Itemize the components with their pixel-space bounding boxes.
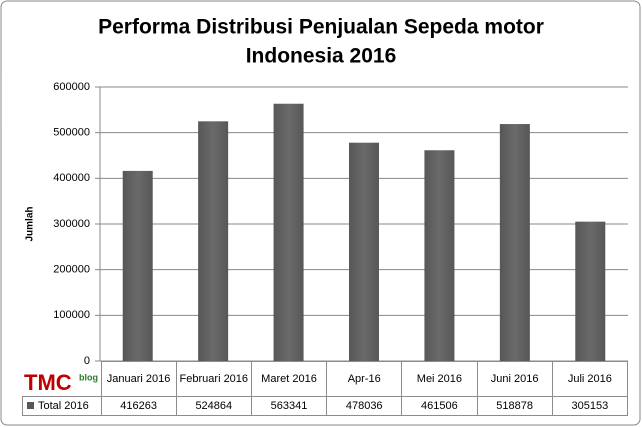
table-value-row: Total 2016 416263 524864 563341 478036 461506…: [22, 396, 629, 416]
bar: [349, 142, 379, 361]
bar: [424, 150, 455, 361]
table-header-row: Januari 2016 Februari 2016 Maret 2016 Apr-1…: [22, 361, 629, 397]
value-label: 305153: [551, 396, 629, 416]
bar: [198, 121, 229, 361]
bar: [273, 103, 304, 362]
value-label: 524864: [175, 396, 252, 416]
y-tick-label: 500000: [53, 127, 90, 139]
y-tick-label: 600000: [53, 81, 90, 93]
x-tick-label: Januari 2016: [100, 361, 177, 397]
bar: [499, 124, 530, 361]
y-tick-label: 400000: [53, 172, 90, 184]
x-tick-label: Februari 2016: [175, 361, 252, 397]
value-label: 416263: [100, 396, 177, 416]
legend-entry: Total 2016: [22, 396, 102, 416]
value-label: 461506: [401, 396, 478, 416]
value-label: 518878: [476, 396, 553, 416]
y-tick-label: 100000: [53, 309, 90, 321]
y-tick-label: 200000: [53, 264, 90, 276]
legend-key: [27, 402, 34, 409]
chart-title: Indonesia 2016: [246, 45, 397, 68]
x-tick-label: Juli 2016: [551, 361, 629, 397]
x-tick-label: Juni 2016: [476, 361, 553, 397]
legend-label: Total 2016: [38, 400, 89, 412]
chart-title: Performa Distribusi Penjualan Sepeda mot…: [98, 16, 544, 39]
x-tick-label: Maret 2016: [250, 361, 328, 397]
value-label: 478036: [326, 396, 403, 416]
table-corner: [22, 361, 102, 397]
y-tick-label: 0: [84, 355, 90, 367]
y-axis-label: Jumlah: [25, 206, 36, 241]
value-label: 563341: [250, 396, 328, 416]
bar: [575, 221, 606, 361]
x-tick-label: Mei 2016: [401, 361, 478, 397]
data-table: Januari 2016 Februari 2016 Maret 2016 Apr-1…: [22, 361, 629, 416]
x-tick-label: Apr-16: [326, 361, 403, 397]
y-tick-label: 300000: [53, 218, 90, 230]
bar: [122, 170, 153, 361]
